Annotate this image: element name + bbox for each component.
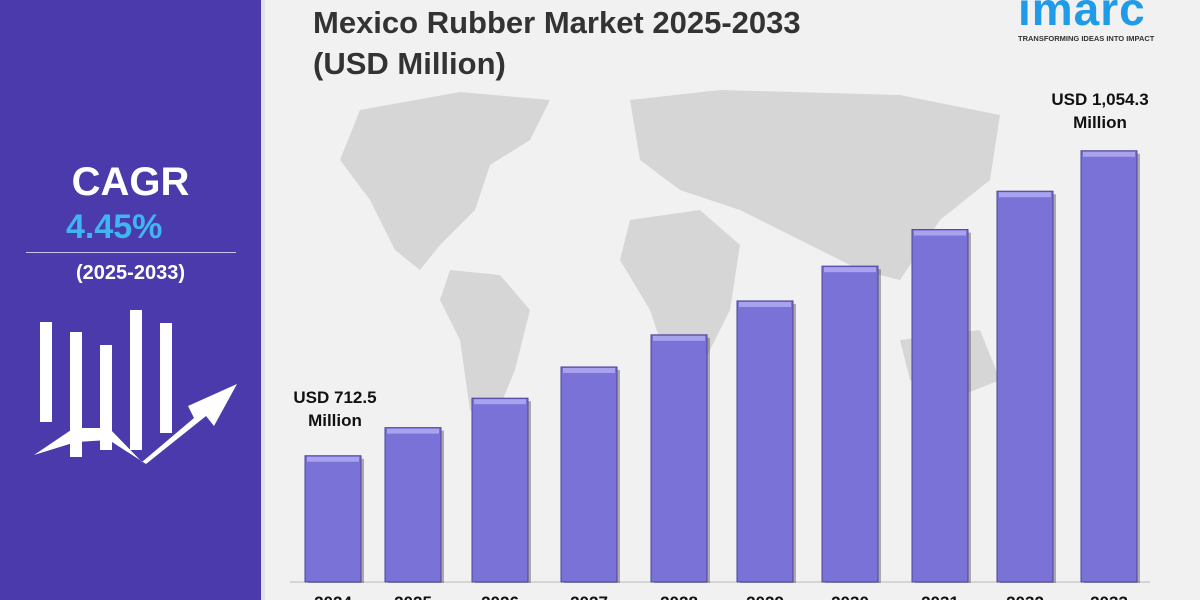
x-tick-label: 2026 — [481, 593, 519, 600]
bar-2031 — [911, 229, 969, 583]
bar-highlight — [387, 428, 439, 434]
x-tick-label: 2025 — [394, 593, 432, 600]
chart-title-line2: (USD Million) — [313, 46, 506, 81]
bar-2025 — [384, 427, 442, 583]
divider — [26, 252, 236, 253]
bar-highlight — [914, 230, 966, 236]
cagr-value: 4.45% — [66, 208, 163, 246]
x-tick-label: 2028 — [660, 593, 698, 600]
annotation-2024: USD 712.5 Million — [270, 386, 400, 432]
bar-2030 — [821, 265, 879, 583]
x-tick-label: 2033 — [1090, 593, 1128, 600]
bar-2032 — [996, 190, 1054, 583]
x-tick-label: 2031 — [921, 593, 959, 600]
bar-highlight — [999, 192, 1051, 198]
bar-highlight — [739, 301, 791, 307]
world-map-background — [340, 90, 1000, 430]
cagr-label: CAGR — [71, 160, 190, 204]
logo-word: imarc — [1018, 0, 1146, 35]
x-tick-label: 2032 — [1006, 593, 1044, 600]
bar-2026 — [471, 397, 529, 583]
bar-2027 — [560, 366, 618, 583]
bar-highlight — [563, 367, 615, 373]
annotation-2024-line1: USD 712.5 — [293, 388, 377, 407]
annotation-2033-line1: USD 1,054.3 — [1051, 90, 1149, 109]
bar-highlight — [653, 335, 705, 341]
bar-highlight — [474, 399, 526, 405]
bar-highlight — [307, 456, 359, 462]
x-tick-label: 2029 — [746, 593, 784, 600]
x-tick-label: 2027 — [570, 593, 608, 600]
separator — [261, 0, 265, 600]
bar-2024 — [304, 455, 362, 583]
chart-title: Mexico Rubber Market 2025-2033 (USD Mill… — [313, 2, 801, 84]
bar-highlight — [1083, 151, 1135, 157]
imarc-logo: imarc TRANSFORMING IDEAS INTO IMPACT — [1018, 0, 1188, 43]
x-tick-label: 2024 — [314, 593, 352, 600]
growth-chart-arrow-icon — [34, 310, 237, 464]
bar-2033 — [1080, 150, 1138, 583]
annotation-2033-line2: Million — [1073, 113, 1127, 132]
annotation-2024-line2: Million — [308, 411, 362, 430]
bar-2029 — [736, 300, 794, 583]
x-tick-label: 2030 — [831, 593, 869, 600]
bar-highlight — [824, 267, 876, 273]
cagr-sidebar: CAGR 4.45% (2025-2033) — [0, 0, 261, 600]
chart-title-line1: Mexico Rubber Market 2025-2033 — [313, 5, 801, 40]
logo-tagline: TRANSFORMING IDEAS INTO IMPACT — [1018, 34, 1155, 43]
annotation-2033: USD 1,054.3 Million — [1030, 88, 1170, 134]
cagr-period: (2025-2033) — [76, 262, 185, 284]
bar-2028 — [650, 334, 708, 583]
